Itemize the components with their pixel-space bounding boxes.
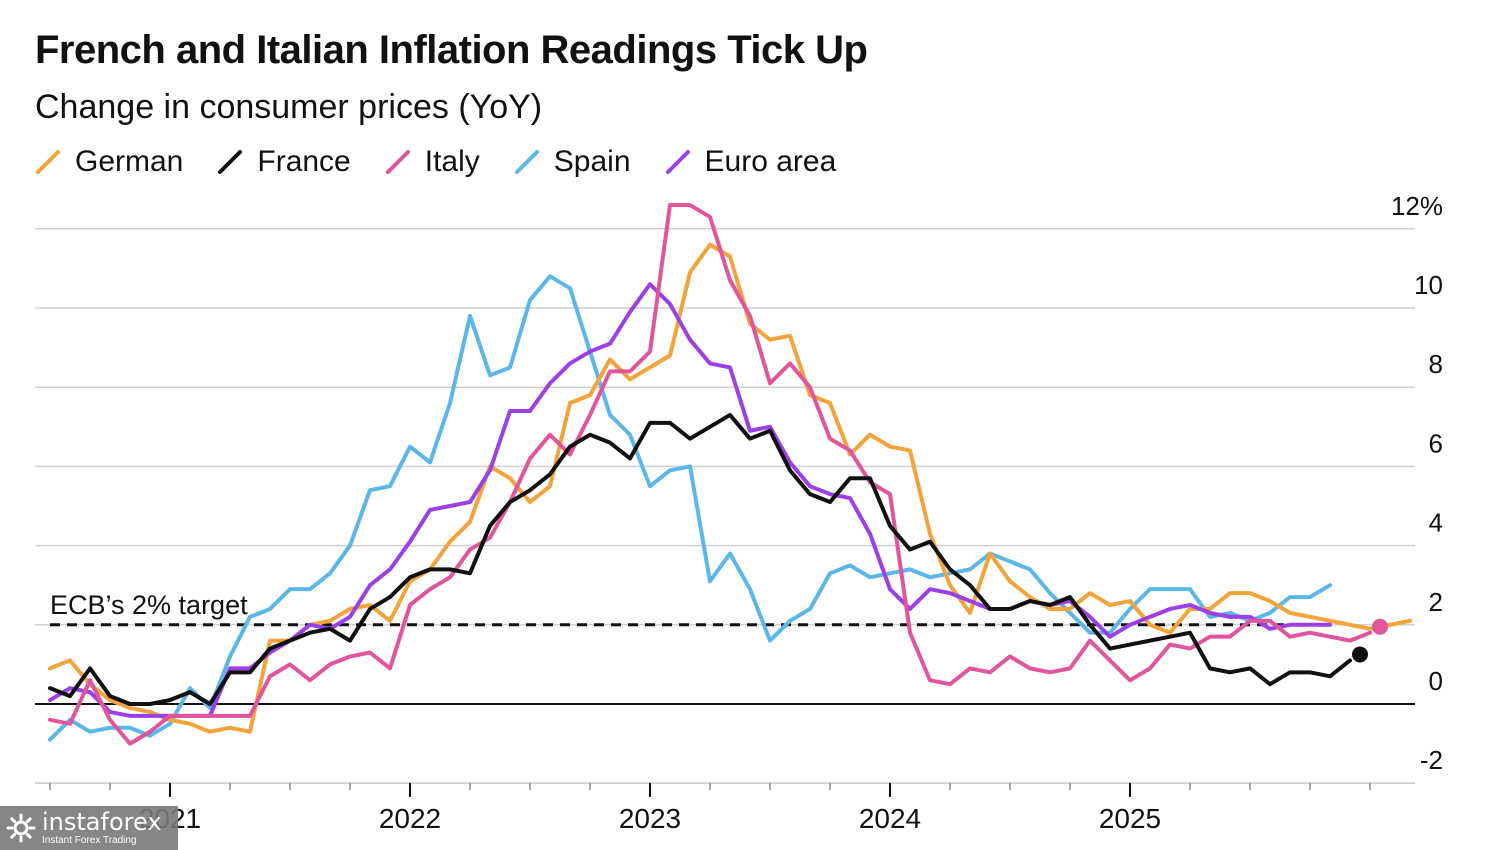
legend-item-german: German [35, 145, 183, 179]
legend-item-italy: Italy [385, 145, 480, 179]
legend-item-spain: Spain [514, 145, 631, 179]
watermark-tagline: Instant Forex Trading [42, 835, 137, 846]
legend-label-spain: Spain [553, 145, 631, 178]
series-line-italy [48, 203, 1372, 746]
y-tick-label: -2 [1420, 745, 1443, 775]
y-tick-label: 6 [1429, 428, 1443, 458]
y-tick-label: 2 [1429, 587, 1443, 617]
series-line-german [48, 242, 1412, 734]
series-line-euro-area [48, 282, 1332, 718]
series-line-spain [48, 274, 1332, 742]
watermark-brand: instaforex [42, 808, 162, 836]
x-tick-label: 2025 [1099, 803, 1161, 834]
legend-swatch-italy [385, 150, 410, 174]
legend-label-italy: Italy [424, 145, 480, 178]
legend-swatch-france [218, 150, 243, 174]
chart-legend: German France Italy Spain Euro area [35, 145, 836, 179]
y-tick-label: 12% [1391, 191, 1443, 221]
y-tick-label: 4 [1429, 508, 1443, 538]
series-endpoint-france [1352, 646, 1368, 663]
ecb-target-label: ECB’s 2% target [50, 590, 248, 620]
y-tick-label: 0 [1429, 666, 1443, 696]
legend-item-france: France [217, 145, 351, 179]
legend-label-france: France [257, 145, 351, 178]
chart-subtitle: Change in consumer prices (YoY) [35, 88, 543, 126]
chart-title: French and Italian Inflation Readings Ti… [35, 28, 868, 72]
legend-label-euro-area: Euro area [704, 145, 837, 178]
watermark: instaforex Instant Forex Trading [0, 806, 178, 850]
legend-swatch-euro-area [665, 150, 690, 174]
x-tick-label: 2022 [379, 803, 441, 834]
y-tick-label: 8 [1429, 349, 1443, 379]
instaforex-logo-icon [6, 813, 36, 843]
legend-item-euro-area: Euro area [665, 145, 837, 179]
x-tick-label: 2024 [859, 803, 921, 834]
legend-label-german: German [75, 145, 184, 178]
legend-swatch-german [36, 150, 60, 174]
series-endpoint-italy [1372, 618, 1388, 635]
legend-swatch-spain [514, 150, 539, 174]
x-tick-label: 2023 [619, 803, 681, 834]
y-tick-label: 10 [1414, 270, 1443, 300]
series-line-france [48, 412, 1352, 706]
